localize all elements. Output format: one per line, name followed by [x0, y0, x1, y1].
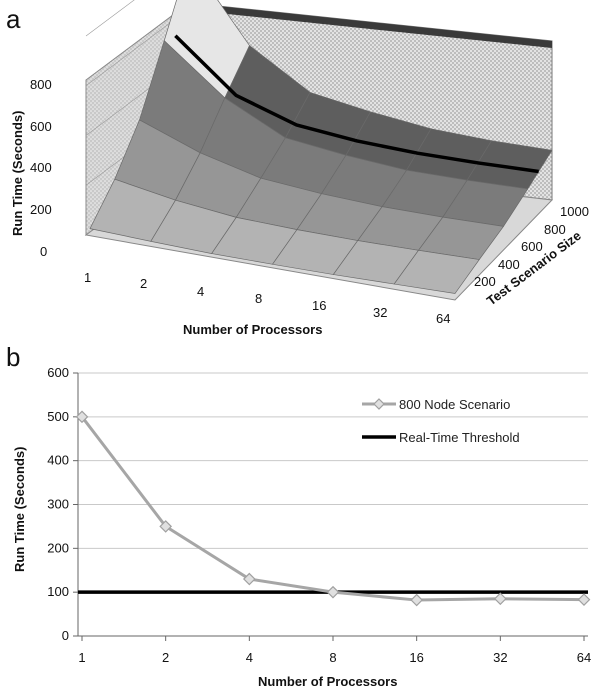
panel-b-ylabel: Run Time (Seconds) [12, 447, 27, 572]
panel-a-xtick: 32 [373, 305, 387, 320]
panel-b-ytick: 600 [47, 365, 69, 380]
panel-a-ztick: 800 [544, 222, 566, 237]
data-point-800-node-scenario [326, 585, 340, 599]
panel-a-letter: a [6, 4, 21, 34]
panel-a-surface-cell [393, 249, 480, 294]
legend-label-real-time-threshold: Real-Time Threshold [399, 430, 520, 445]
panel-b-xtick: 1 [78, 650, 85, 665]
panel-b-xtick: 64 [577, 650, 591, 665]
panel-a-ytick: 600 [30, 119, 52, 134]
panel-b-letter: b [6, 342, 20, 372]
panel-a-xtick: 16 [312, 298, 326, 313]
panel-b-ytick: 200 [47, 540, 69, 555]
panel-a-xlabel: Number of Processors [183, 322, 322, 337]
panel-a-ztick: 400 [498, 257, 520, 272]
panel-a-ztick: 1000 [560, 204, 589, 219]
data-point-800-node-scenario [242, 572, 256, 586]
panel-a-xtick: 2 [140, 276, 147, 291]
panel-a-ytick: 200 [30, 202, 52, 217]
panel-b-yticks: 0 100 200 300 400 500 600 [47, 365, 78, 643]
panel-b-ytick: 300 [47, 497, 69, 512]
panel-a-xtick: 4 [197, 284, 204, 299]
panel-a-surface [89, 0, 553, 294]
panel-b-markers [75, 410, 591, 607]
panel-a-highlight-line [174, 34, 539, 174]
panel-a-ylabel: Run Time (Seconds) [10, 111, 25, 236]
data-point-800-node-scenario [159, 520, 173, 533]
data-point-800-node-scenario [577, 593, 591, 606]
panel-b-xlabel: Number of Processors [258, 674, 397, 689]
panel-b-ytick: 0 [62, 628, 69, 643]
panel-a-ztick: 600 [521, 239, 543, 254]
panel-b-xtick: 4 [246, 650, 253, 665]
legend-label-800-node-scenario: 800 Node Scenario [399, 397, 510, 412]
panel-a-xtick: 8 [255, 291, 262, 306]
data-point-800-node-scenario [410, 593, 424, 607]
panel-a-xtick: 64 [436, 311, 450, 326]
legend-marker-800-node-scenario [373, 398, 385, 410]
panel-b-legend: 800 Node Scenario Real-Time Threshold [362, 397, 520, 445]
panel-b-xtick: 8 [329, 650, 336, 665]
panel-a-ztick: 200 [474, 274, 496, 289]
panel-a-gridline [85, 0, 135, 37]
panel-b-xtick: 32 [493, 650, 507, 665]
panel-a-ytick: 800 [30, 77, 52, 92]
panel-b-ytick: 500 [47, 409, 69, 424]
panel-b-ytick: 100 [47, 584, 69, 599]
panel-b-xtick: 16 [409, 650, 423, 665]
data-point-800-node-scenario [493, 592, 507, 606]
panel-a: a 0 200 400 600 800 1 2 4 8 16 32 64 200… [6, 0, 589, 337]
panel-b: b 0 100 200 300 400 500 600 1 2 4 8 16 32 64 Run Tim… [6, 342, 591, 689]
panel-a-ytick: 0 [40, 244, 47, 259]
panel-a-wall-top-edge [189, 3, 552, 48]
panel-b-xticks: 1 2 4 8 16 32 64 [78, 636, 591, 665]
panel-b-ytick: 400 [47, 453, 69, 468]
panel-b-gridlines [78, 372, 588, 593]
panel-a-xtick: 1 [84, 270, 91, 285]
panel-b-xtick: 2 [162, 650, 169, 665]
data-point-800-node-scenario [75, 410, 89, 424]
panel-a-ytick: 400 [30, 160, 52, 175]
